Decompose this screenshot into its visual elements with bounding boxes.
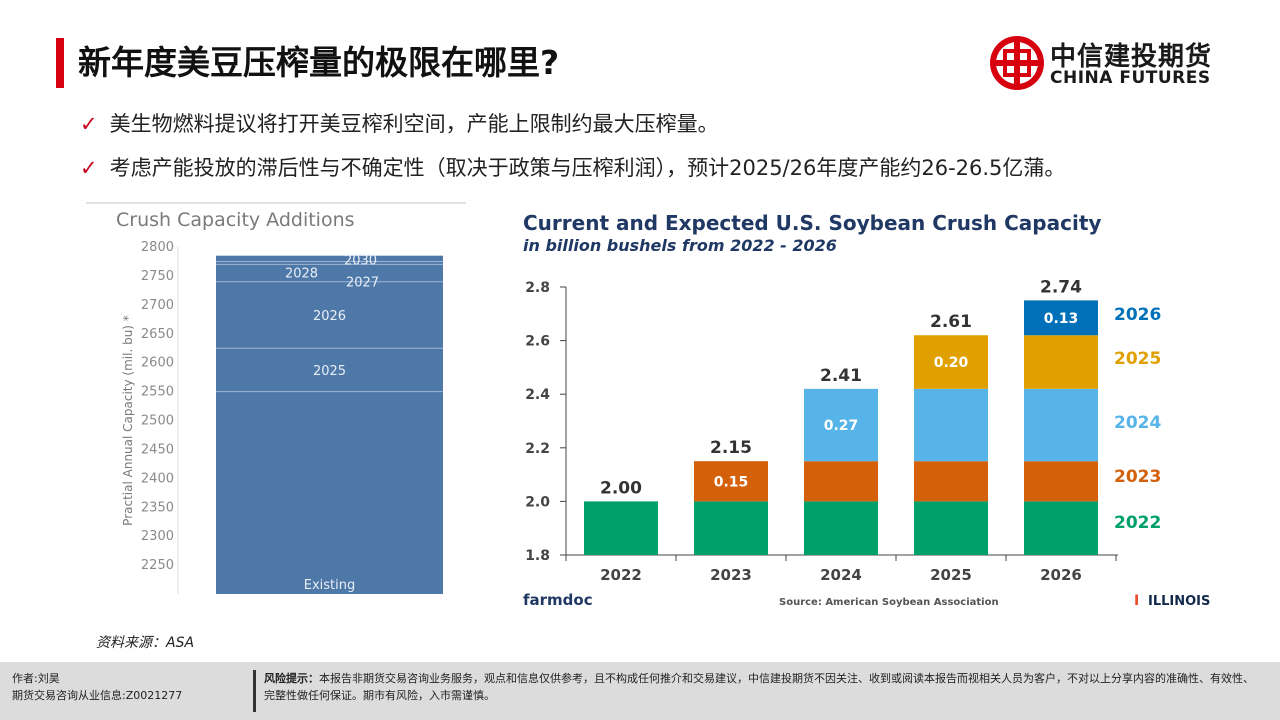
bar-segment-2022-in-2022 xyxy=(584,501,658,555)
bullet-point: ✓ 考虑产能投放的滞后性与不确定性（取决于政策与压榨利润），预计2025/26年度… xyxy=(80,152,1065,182)
stack-segment-2025 xyxy=(216,348,443,392)
chart-source: Source: American Soybean Association xyxy=(779,597,999,608)
author-info: 作者:刘昊 期货交易咨询从业信息:Z0021277 xyxy=(12,670,182,704)
illinois-brand: ILLINOIS xyxy=(1148,594,1210,609)
x-tick-label: 2024 xyxy=(820,566,862,584)
bullet-point: ✓ 美生物燃料提议将打开美豆榨利空间，产能上限制约最大压榨量。 xyxy=(80,108,719,138)
stack-segment-2028 xyxy=(216,261,443,265)
x-tick-label: 2023 xyxy=(710,566,752,584)
bar-segment-2022-in-2023 xyxy=(694,501,768,555)
segment-label: Existing xyxy=(304,578,356,593)
title-accent-bar xyxy=(56,38,64,88)
checkmark-icon: ✓ xyxy=(80,156,98,180)
bar-total-label: 2.00 xyxy=(600,478,642,498)
y-tick-label: 2350 xyxy=(141,500,174,515)
segment-label: 2030 xyxy=(344,254,377,269)
y-tick-label: 2650 xyxy=(141,327,174,342)
x-tick-label: 2026 xyxy=(1040,566,1082,584)
bar-segment-2025-in-2025 xyxy=(914,335,988,389)
segment-value-label: 0.27 xyxy=(824,418,859,434)
legend-entry-2024: 2024 xyxy=(1114,413,1161,433)
bar-segment-2024-in-2024 xyxy=(804,388,878,462)
bar-segment-2022-in-2025 xyxy=(914,501,988,555)
soybean-crush-capacity-chart: Current and Expected U.S. Soybean Crush … xyxy=(523,211,1210,609)
stack-segment-2030 xyxy=(216,255,443,262)
stack-segment-existing xyxy=(216,391,443,594)
bar-segment-2022-in-2024 xyxy=(804,501,878,555)
logo-chinese-text: 中信建投期货 xyxy=(1050,42,1213,72)
bar-segment-2025-in-2026 xyxy=(1024,335,1098,389)
y-tick-label: 1.8 xyxy=(525,548,550,564)
bullet-text: 考虑产能投放的滞后性与不确定性（取决于政策与压榨利润），预计2025/26年度产… xyxy=(109,156,1066,180)
footer-divider xyxy=(253,670,256,712)
bar-segment-2023-in-2025 xyxy=(914,461,988,502)
bullet-text: 美生物燃料提议将打开美豆榨利空间，产能上限制约最大压榨量。 xyxy=(109,112,719,136)
legend-entry-2026: 2026 xyxy=(1114,305,1161,325)
segment-label: 2028 xyxy=(285,266,318,281)
stack-segment-2026 xyxy=(216,281,443,349)
bar-segment-2023-in-2026 xyxy=(1024,461,1098,502)
x-tick-label: 2022 xyxy=(600,566,642,584)
chart-title: Current and Expected U.S. Soybean Crush … xyxy=(523,211,1101,235)
segment-value-label: 0.15 xyxy=(714,474,749,490)
illinois-icon: I xyxy=(1134,593,1139,609)
y-axis-label: Practial Annual Capacity (mil. bu) * xyxy=(121,315,135,526)
y-tick-label: 2.4 xyxy=(525,387,550,403)
y-tick-label: 2.0 xyxy=(525,494,550,510)
y-tick-label: 2750 xyxy=(141,269,174,284)
bar-total-label: 2.74 xyxy=(1040,277,1082,297)
bar-segment-2023-in-2024 xyxy=(804,461,878,502)
risk-label: 风险提示： xyxy=(264,672,319,685)
y-tick-label: 2.2 xyxy=(525,441,550,457)
y-tick-label: 2550 xyxy=(141,385,174,400)
logo-english-text: CHINA FUTURES xyxy=(1050,68,1211,88)
risk-text: 本报告非期货交易咨询业务服务，观点和信息仅供参考，且不构成任何推介和交易建议，中… xyxy=(264,672,1254,702)
segment-label: 2027 xyxy=(346,275,379,290)
company-logo: 中信建投期货 CHINA FUTURES xyxy=(988,34,1228,94)
bar-segment-2026-in-2026 xyxy=(1024,300,1098,336)
y-tick-label: 2600 xyxy=(141,356,174,371)
y-tick-label: 2300 xyxy=(141,529,174,544)
y-tick-label: 2.6 xyxy=(525,334,550,350)
segment-value-label: 0.13 xyxy=(1044,311,1079,327)
x-tick-label: 2025 xyxy=(930,566,972,584)
chart-subtitle: in billion bushels from 2022 - 2026 xyxy=(523,236,837,255)
bar-total-label: 2.61 xyxy=(930,312,972,332)
y-tick-label: 2450 xyxy=(141,442,174,457)
y-tick-label: 2400 xyxy=(141,471,174,486)
bar-total-label: 2.41 xyxy=(820,366,862,386)
footer: 作者:刘昊 期货交易咨询从业信息:Z0021277 风险提示：本报告非期货交易咨… xyxy=(0,662,1280,720)
legend-entry-2023: 2023 xyxy=(1114,467,1161,487)
license-number: 期货交易咨询从业信息:Z0021277 xyxy=(12,689,183,702)
bar-segment-2024-in-2025 xyxy=(914,388,988,462)
segment-label: 2026 xyxy=(313,309,346,324)
page-title: 新年度美豆压榨量的极限在哪里? xyxy=(78,43,560,82)
crush-capacity-additions-chart: Crush Capacity Additions 2250 2300 2350 2400… xyxy=(86,202,466,594)
bar-segment-2024-in-2026 xyxy=(1024,388,1098,462)
citic-logo-icon xyxy=(990,36,1044,90)
legend-entry-2025: 2025 xyxy=(1114,349,1161,369)
segment-label: 2025 xyxy=(313,364,346,379)
bar-segment-2022-in-2026 xyxy=(1024,501,1098,555)
y-tick-label: 2500 xyxy=(141,414,174,429)
segment-value-label: 0.20 xyxy=(934,355,969,371)
risk-disclaimer: 风险提示：本报告非期货交易咨询业务服务，观点和信息仅供参考，且不构成任何推介和交… xyxy=(264,670,1264,704)
bar-total-label: 2.15 xyxy=(710,438,752,458)
farmdoc-brand: farmdoc xyxy=(523,591,593,609)
chart-title: Crush Capacity Additions xyxy=(116,209,355,231)
author-name: 作者:刘昊 xyxy=(12,672,60,685)
stack-segment-2027 xyxy=(216,264,443,282)
legend-entry-2022: 2022 xyxy=(1114,513,1161,533)
source-note: 资料来源：ASA xyxy=(96,635,195,651)
checkmark-icon: ✓ xyxy=(80,112,98,136)
y-tick-label: 2250 xyxy=(141,558,174,573)
y-tick-label: 2700 xyxy=(141,298,174,313)
y-tick-label: 2800 xyxy=(141,240,174,255)
y-tick-label: 2.8 xyxy=(525,280,550,296)
bar-segment-2023-in-2023 xyxy=(694,461,768,502)
